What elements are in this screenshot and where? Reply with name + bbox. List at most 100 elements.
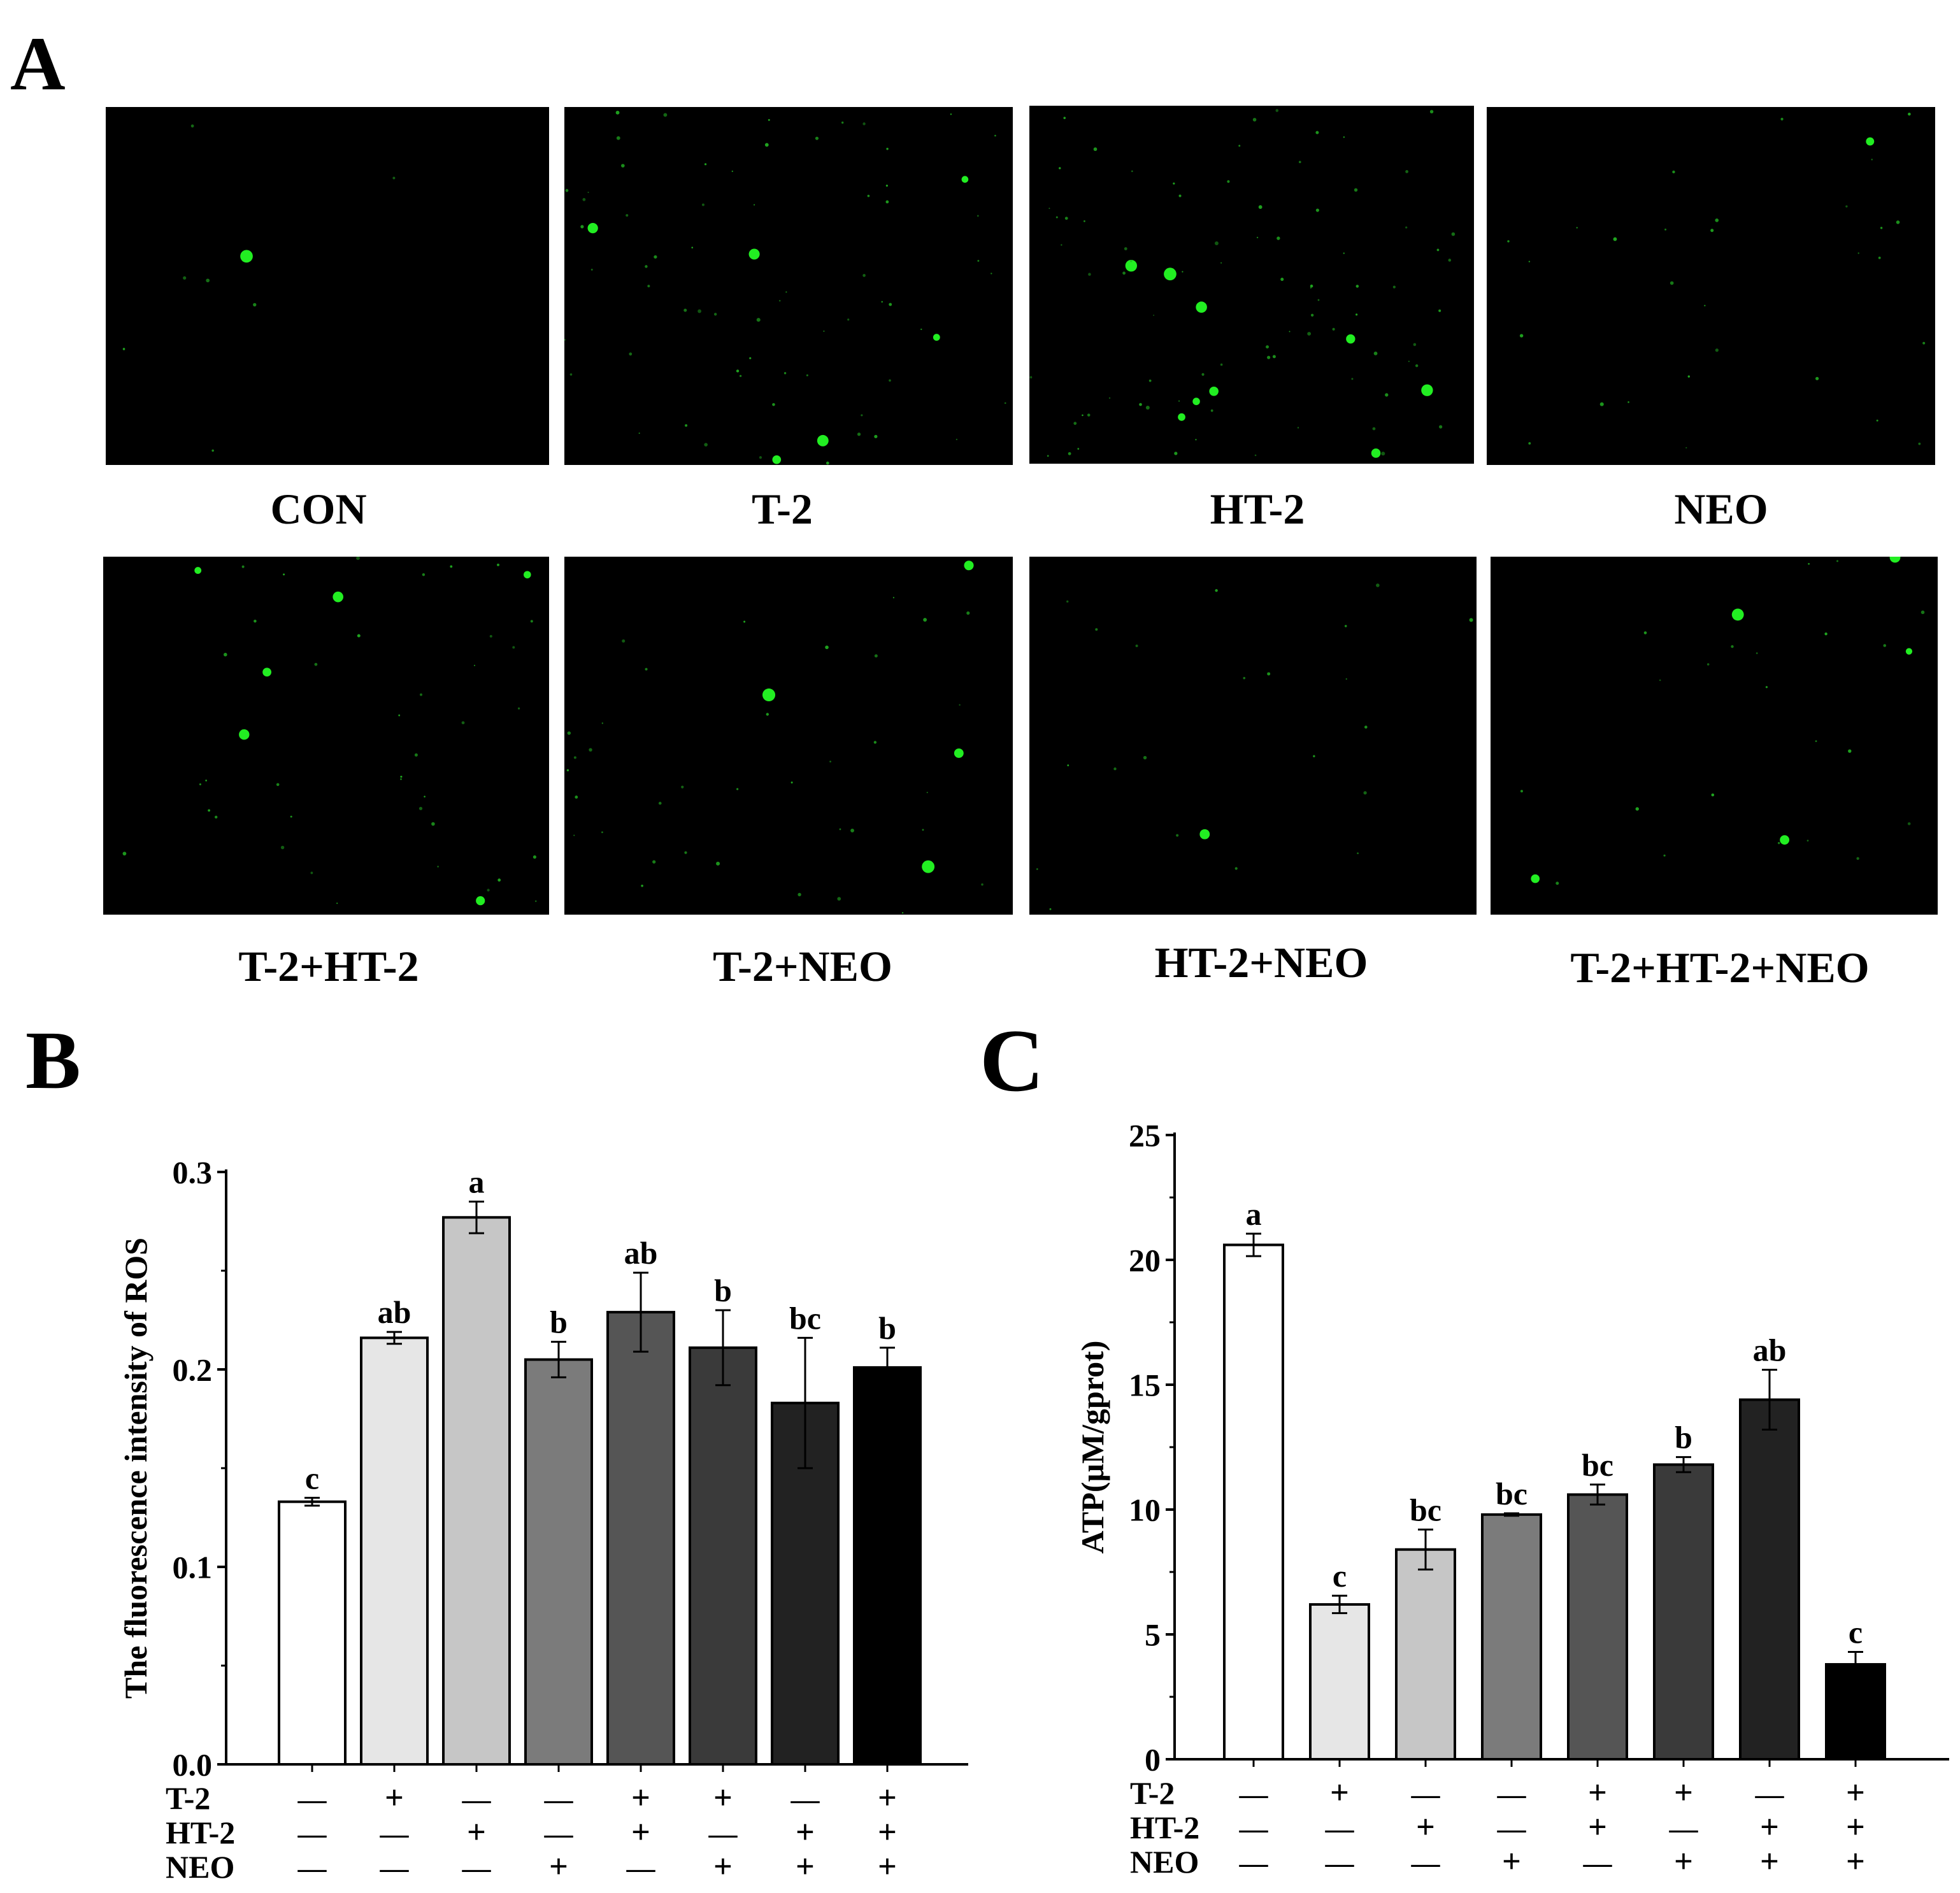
fluorescent-dot — [573, 834, 575, 836]
fluorescent-dot — [704, 443, 708, 446]
fluorescent-dot — [414, 753, 418, 757]
fluorescent-dot — [1176, 834, 1179, 837]
fluorescent-dot — [1687, 375, 1691, 378]
fluorescent-dot — [1880, 227, 1883, 229]
fluorescent-dot — [1780, 835, 1790, 845]
fluorescent-dot — [756, 318, 761, 322]
fluorescent-dot — [1215, 589, 1218, 592]
fluorescent-dot — [950, 113, 952, 115]
treatment-sign: + — [549, 1848, 568, 1885]
y-axis-label: The fluorescence intensity of ROS — [118, 1238, 154, 1699]
fluorescent-dot — [697, 309, 702, 313]
micrograph-t2-ht2 — [103, 557, 549, 915]
fluorescent-dot — [1664, 228, 1667, 231]
fluorescent-dot — [1252, 118, 1257, 122]
fluorescent-dot — [785, 291, 787, 293]
fluorescent-dot — [1405, 226, 1408, 229]
treatment-sign: — — [790, 1783, 820, 1815]
fluorescence-speckle — [1036, 583, 1473, 910]
fluorescent-dot — [790, 782, 793, 784]
fluorescent-dot — [766, 713, 769, 716]
bar — [1653, 1463, 1714, 1761]
fluorescent-dot — [569, 373, 573, 376]
significance-label: bc — [1496, 1476, 1527, 1511]
fluorescent-dot — [1429, 110, 1434, 114]
significance-label: c — [1849, 1614, 1863, 1650]
fluorescent-dot — [206, 278, 210, 283]
fluorescent-dot — [1256, 236, 1259, 239]
fluorescent-dot — [815, 136, 819, 140]
bar — [606, 1311, 675, 1766]
treatment-sign: — — [708, 1818, 738, 1850]
fluorescent-dot — [1272, 355, 1276, 359]
fluorescent-dot — [1765, 686, 1768, 689]
fluorescent-dot — [1059, 167, 1061, 169]
micrograph-neo — [1487, 107, 1935, 465]
fluorescent-dot — [587, 222, 598, 234]
fluorescent-dot — [283, 573, 285, 576]
fluorescent-dot — [1731, 608, 1744, 621]
fluorescent-dot — [1670, 281, 1674, 285]
fluorescent-dot — [684, 851, 687, 854]
fluorescent-dot — [881, 301, 883, 303]
bar — [853, 1366, 922, 1766]
fluorescent-dot — [1356, 285, 1359, 288]
fluorescent-dot — [1131, 170, 1133, 173]
fluorescent-dot — [1415, 364, 1419, 368]
treatment-sign: + — [1588, 1775, 1607, 1811]
fluorescent-dot — [276, 783, 280, 787]
fluorescent-dot — [961, 176, 969, 183]
fluorescent-dot — [857, 432, 861, 436]
fluorescent-dot — [1182, 271, 1184, 273]
treatment-sign: + — [1674, 1775, 1693, 1811]
treatment-sign: + — [1416, 1809, 1435, 1846]
fluorescent-dot — [1715, 218, 1719, 222]
fluorescent-dot — [1067, 764, 1069, 766]
fluorescent-dot — [1780, 117, 1784, 121]
fluorescent-dot — [241, 565, 245, 568]
fluorescent-dot — [736, 788, 739, 790]
fluorescent-dot — [1173, 182, 1175, 185]
significance-label: ab — [1753, 1332, 1787, 1368]
fluorescent-dot — [826, 461, 829, 465]
fluorescent-dot — [1663, 854, 1666, 857]
fluorescent-dot — [1125, 259, 1138, 272]
treatment-sign: + — [1760, 1809, 1779, 1846]
panel-a-label: A — [10, 21, 66, 106]
y-tick-label: 0.0 — [173, 1747, 213, 1783]
fluorescent-dot — [1055, 216, 1058, 218]
fluorescent-dot — [1576, 227, 1578, 229]
fluorescent-dot — [1343, 252, 1345, 254]
fluorescent-dot — [205, 779, 207, 782]
micrograph-label-t2-neo: T-2+NEO — [713, 942, 892, 990]
fluorescent-dot — [798, 892, 801, 897]
fluorescent-dot — [772, 403, 775, 406]
treatment-sign: — — [1239, 1847, 1269, 1879]
fluorescent-dot — [1372, 427, 1376, 431]
fluorescent-dot — [1238, 145, 1241, 147]
significance-label: b — [878, 1310, 896, 1346]
fluorescent-dot — [713, 313, 717, 316]
fluorescent-dot — [1135, 644, 1138, 648]
treatment-sign: + — [1330, 1775, 1349, 1811]
fluorescence-speckle — [564, 110, 1006, 465]
fluorescent-dot — [1405, 170, 1408, 173]
fluorescent-dot — [622, 639, 626, 643]
fluorescent-dot — [976, 215, 979, 217]
fluorescent-dot — [1345, 678, 1347, 680]
treatment-sign: + — [796, 1814, 815, 1851]
fluorescent-dot — [357, 634, 361, 638]
fluorescent-dot — [524, 571, 531, 579]
treatment-sign: — — [462, 1852, 492, 1884]
fluorescence-speckle — [1520, 557, 1925, 885]
fluorescent-dot — [1267, 355, 1271, 359]
fluorescent-dot — [1381, 452, 1385, 456]
fluorescent-dot — [1857, 252, 1859, 254]
fluorescent-dot — [1196, 301, 1207, 313]
y-tick-label: 0.2 — [173, 1352, 213, 1388]
fluorescent-dot — [420, 693, 422, 696]
fluorescent-dot — [1451, 232, 1456, 236]
fluorescent-dot — [240, 250, 253, 263]
fluorescent-dot — [1777, 841, 1780, 845]
fluorescent-dot — [1310, 287, 1312, 289]
